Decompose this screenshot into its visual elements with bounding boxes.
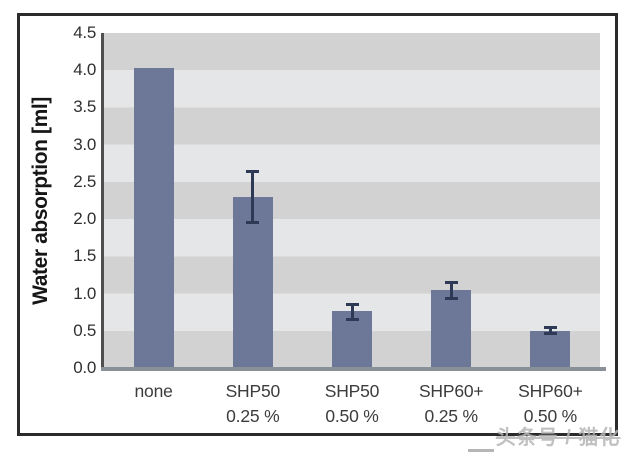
error-bar-cap-top bbox=[444, 280, 458, 284]
x-category-label: none bbox=[99, 379, 209, 404]
x-category-label: SHP60+ 0.25 % bbox=[396, 379, 506, 429]
x-category-label: SHP50 0.50 % bbox=[297, 379, 407, 429]
error-bar-line bbox=[251, 169, 255, 225]
x-category-label-line: SHP50 bbox=[225, 381, 281, 401]
watermark: 头条号 / 猫化工 bbox=[468, 421, 640, 453]
x-category-label-line: SHP50 bbox=[324, 381, 380, 401]
error-bar-cap-bottom bbox=[345, 318, 359, 322]
y-axis-line bbox=[101, 33, 104, 371]
y-tick-label: 2.0 bbox=[73, 209, 96, 229]
x-category-label-line: 0.25 % bbox=[424, 406, 478, 426]
bar bbox=[232, 196, 273, 368]
error-bar-cap-bottom bbox=[444, 296, 458, 300]
y-tick-label: 2.5 bbox=[73, 171, 96, 191]
x-category-label-line: 0.25 % bbox=[226, 406, 280, 426]
y-axis-title: Water absorption [ml] bbox=[20, 33, 62, 368]
error-bar bbox=[246, 169, 260, 225]
error-bar-cap-top bbox=[345, 303, 359, 307]
x-category-label-line: SHP60+ bbox=[418, 381, 484, 401]
error-bar bbox=[444, 280, 458, 300]
error-bar bbox=[543, 326, 557, 336]
y-tick-label: 1.5 bbox=[73, 246, 96, 266]
y-axis-title-text: Water absorption [ml] bbox=[29, 96, 53, 305]
error-bar-cap-bottom bbox=[543, 332, 557, 336]
watermark-text: 头条号 / 猫化工 bbox=[495, 427, 621, 449]
bar bbox=[133, 67, 174, 368]
y-tick-label: 4.0 bbox=[73, 60, 96, 80]
bar bbox=[530, 330, 571, 368]
y-tick-label: 0.0 bbox=[73, 358, 96, 377]
x-category-label-line: SHP60+ bbox=[518, 381, 583, 401]
x-category-label-line: 0.50 % bbox=[523, 406, 578, 426]
x-category-label-line: none bbox=[134, 381, 173, 401]
x-category-label-line: 0.50 % bbox=[325, 406, 379, 426]
y-tick-label: 4.5 bbox=[73, 23, 96, 42]
error-bar bbox=[345, 303, 359, 322]
error-bar-cap-top bbox=[246, 169, 260, 173]
watermark-line bbox=[468, 448, 494, 452]
y-tick-label: 3.5 bbox=[73, 97, 96, 117]
error-bar-cap-bottom bbox=[246, 221, 260, 225]
error-bar-line bbox=[548, 326, 552, 336]
x-category-label: SHP60+ 0.50 % bbox=[495, 379, 605, 429]
error-bar-line bbox=[449, 280, 453, 300]
y-tick-label: 1.0 bbox=[73, 283, 96, 303]
error-bar-line bbox=[350, 303, 354, 322]
y-tick-label: 3.0 bbox=[73, 134, 96, 154]
x-axis-baseline bbox=[101, 367, 606, 371]
x-category-label: SHP50 0.25 % bbox=[198, 379, 308, 429]
y-tick-label: 0.5 bbox=[73, 320, 96, 340]
bar bbox=[431, 289, 472, 368]
error-bar-cap-top bbox=[543, 326, 557, 330]
